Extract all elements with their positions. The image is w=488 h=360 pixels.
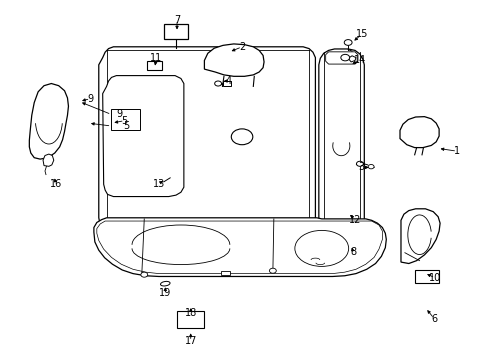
Ellipse shape <box>160 282 170 286</box>
Polygon shape <box>318 49 364 233</box>
Polygon shape <box>400 209 439 264</box>
Bar <box>111 109 140 130</box>
Polygon shape <box>121 113 139 130</box>
Bar <box>146 61 162 70</box>
Text: 13: 13 <box>152 179 165 189</box>
Circle shape <box>141 272 147 277</box>
Text: 14: 14 <box>353 55 366 66</box>
Polygon shape <box>94 218 386 276</box>
Text: 10: 10 <box>428 273 441 283</box>
Polygon shape <box>43 154 54 166</box>
Polygon shape <box>399 117 438 148</box>
Text: 5: 5 <box>123 121 129 131</box>
Polygon shape <box>347 56 355 62</box>
Polygon shape <box>102 76 183 197</box>
Polygon shape <box>99 47 315 232</box>
Text: 17: 17 <box>184 336 197 346</box>
Text: 2: 2 <box>239 42 244 52</box>
Text: 5: 5 <box>122 116 127 126</box>
Circle shape <box>214 81 221 86</box>
Text: 8: 8 <box>349 247 355 257</box>
Text: 3: 3 <box>358 162 364 172</box>
Bar <box>177 311 204 328</box>
Bar <box>223 81 230 86</box>
Text: 19: 19 <box>159 288 171 298</box>
Bar <box>221 271 229 275</box>
Circle shape <box>356 161 363 166</box>
Polygon shape <box>325 52 357 64</box>
Text: 12: 12 <box>348 215 361 225</box>
Polygon shape <box>204 44 264 76</box>
Circle shape <box>367 165 373 169</box>
Text: 18: 18 <box>184 308 197 318</box>
Text: 7: 7 <box>174 15 180 25</box>
Circle shape <box>344 40 351 45</box>
Circle shape <box>340 54 349 61</box>
Circle shape <box>231 129 252 145</box>
Text: 9: 9 <box>87 94 93 104</box>
Text: 11: 11 <box>150 53 163 63</box>
Text: 16: 16 <box>50 179 62 189</box>
Circle shape <box>269 268 276 273</box>
Text: 1: 1 <box>453 146 459 156</box>
Text: 9: 9 <box>117 109 122 120</box>
Text: 4: 4 <box>225 76 231 86</box>
Bar <box>164 24 187 39</box>
Text: 6: 6 <box>430 314 436 324</box>
Bar <box>414 270 438 283</box>
Polygon shape <box>29 84 68 159</box>
Text: 15: 15 <box>355 29 367 39</box>
